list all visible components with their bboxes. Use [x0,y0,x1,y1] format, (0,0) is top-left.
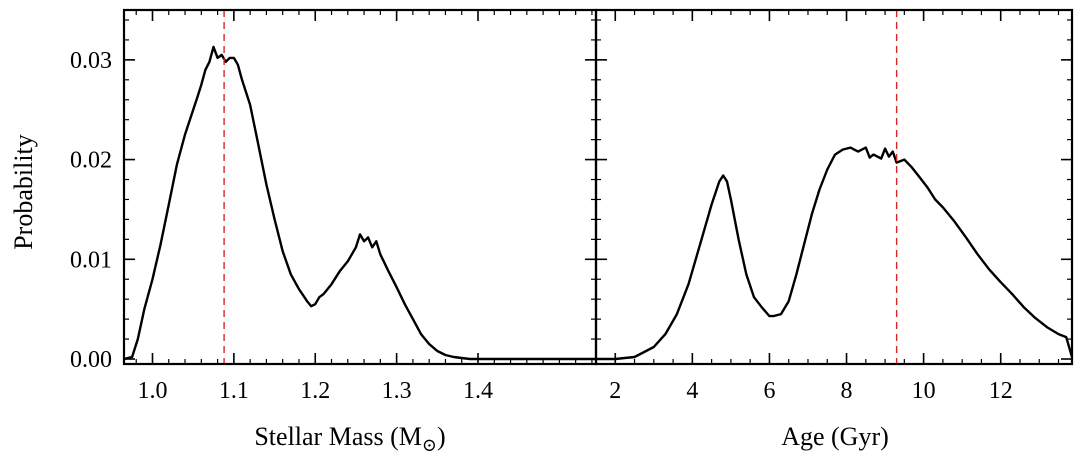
mass-y-tick-label: 0.00 [70,347,112,373]
mass-x-tick-label: 1.4 [463,378,493,404]
mass-plot-frame [122,8,598,366]
age-x-tick-label: 4 [686,378,698,404]
mass-x-tick-label: 1.2 [300,378,330,404]
x-axis-title-age: Age (Gyr) [781,422,889,451]
age-plot-frame [594,8,1074,366]
mass-x-tick-label: 1.0 [137,378,167,404]
mass-x-tick-label: 1.1 [219,378,249,404]
x-axis-title-mass-subscript: ⊙ [422,435,437,455]
panel-age: 2 4 6 8 10 12 [594,8,1074,404]
mass-y-tick-label: 0.02 [70,148,112,174]
x-axis-title-mass-text: Stellar Mass (M [254,422,422,451]
age-x-tick-label: 12 [989,378,1013,404]
age-series-line-0 [596,146,1074,361]
mass-y-tick-label: 0.03 [70,48,112,74]
mass-x-tick-label: 1.3 [382,378,412,404]
x-axis-title-mass: Stellar Mass (M⊙) [254,422,445,455]
y-axis-title: Probability [9,134,38,250]
age-x-tick-label: 2 [609,378,621,404]
mass-series-line-0 [123,45,596,361]
age-x-tick-label: 10 [912,378,936,404]
age-x-tick-label: 6 [763,378,775,404]
age-x-tick-label: 8 [841,378,853,404]
x-axis-title-mass-close: ) [437,422,446,451]
mass-y-tick-label: 0.01 [70,247,112,273]
panel-mass: 1.0 1.1 1.2 1.3 1.4 0.00 0.01 0.02 0.03 [70,8,598,404]
